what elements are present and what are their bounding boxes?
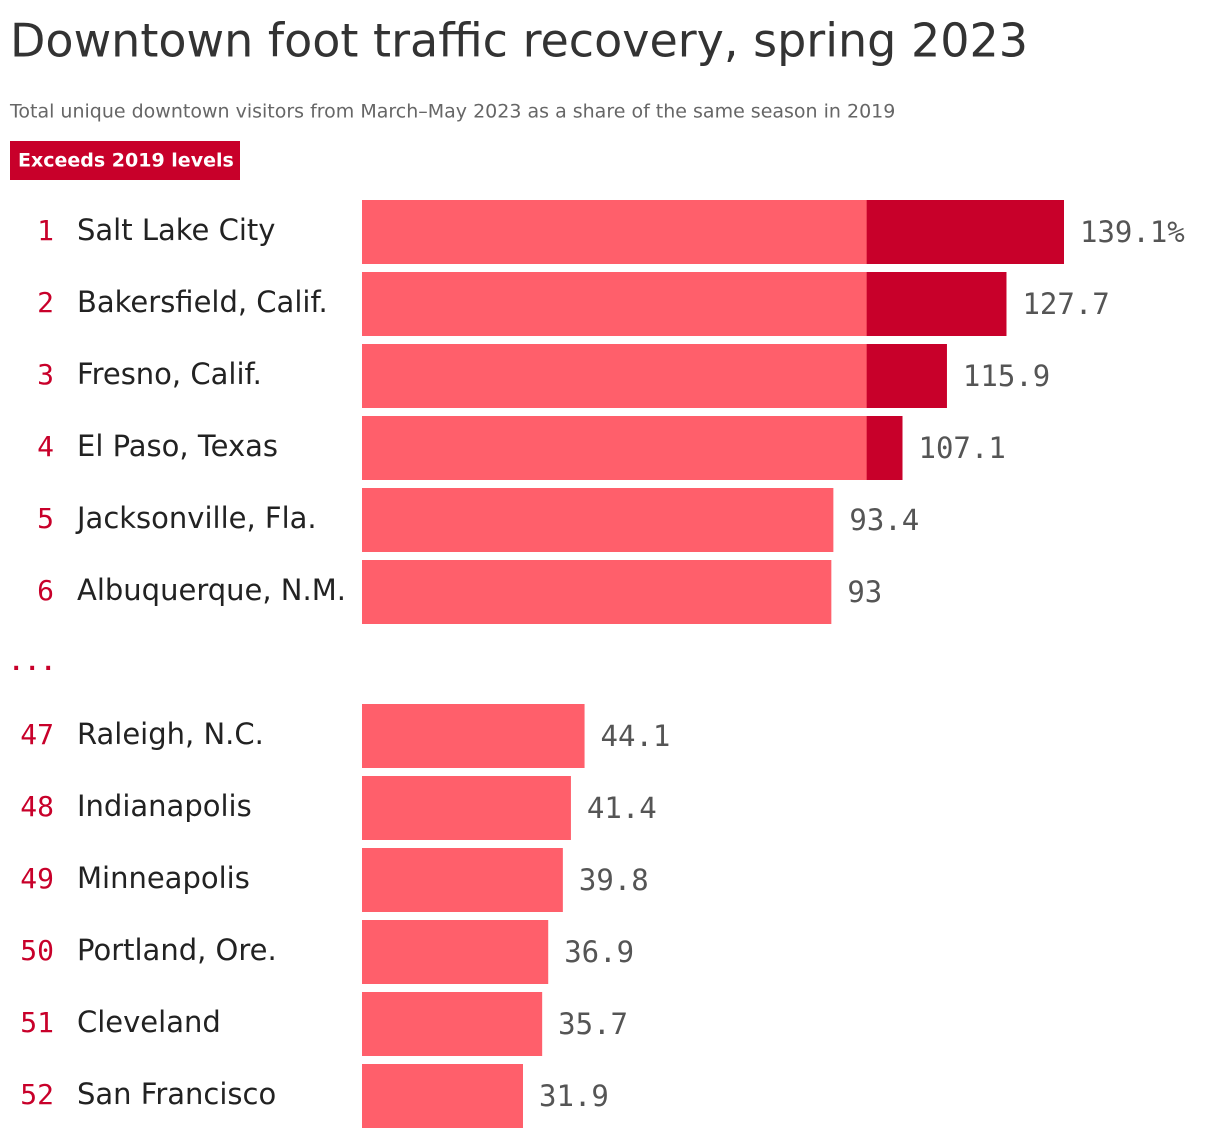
category-label: Jacksonville, Fla. bbox=[75, 501, 317, 535]
rank-label: 6 bbox=[37, 574, 54, 607]
category-label: El Paso, Texas bbox=[77, 429, 278, 463]
bar bbox=[362, 848, 563, 912]
value-label: 31.9 bbox=[539, 1079, 609, 1113]
chart-subtitle: Total unique downtown visitors from Marc… bbox=[9, 101, 895, 123]
bar bbox=[362, 416, 903, 480]
value-label: 41.4 bbox=[587, 791, 657, 825]
bar bbox=[362, 560, 832, 624]
category-label: Cleveland bbox=[77, 1005, 221, 1039]
category-label: Fresno, Calif. bbox=[77, 357, 262, 391]
rank-label: 3 bbox=[37, 358, 54, 391]
value-label: 93.4 bbox=[849, 503, 919, 537]
gap-marker: . . . bbox=[12, 651, 52, 676]
legend-swatch bbox=[10, 141, 240, 180]
value-label: 115.9 bbox=[963, 359, 1050, 393]
category-label: Salt Lake City bbox=[77, 213, 275, 247]
value-label: 139.1% bbox=[1080, 215, 1185, 249]
rank-label: 47 bbox=[20, 718, 54, 751]
excess-segment bbox=[866, 200, 1064, 264]
category-label: Albuquerque, N.M. bbox=[77, 573, 346, 607]
chart-title: Downtown foot traffic recovery, spring 2… bbox=[10, 14, 1028, 68]
category-label: San Francisco bbox=[77, 1077, 276, 1111]
value-label: 93 bbox=[847, 575, 882, 609]
bar bbox=[362, 704, 585, 768]
value-label: 35.7 bbox=[558, 1007, 628, 1041]
legend-label: Exceeds 2019 levels bbox=[18, 150, 234, 172]
excess-segment bbox=[866, 416, 903, 480]
value-label: 44.1 bbox=[601, 719, 671, 753]
excess-segment bbox=[866, 344, 947, 408]
category-label: Raleigh, N.C. bbox=[77, 717, 264, 751]
bar bbox=[362, 992, 543, 1056]
category-label: Indianapolis bbox=[77, 789, 252, 823]
bar bbox=[362, 1064, 523, 1128]
rank-label: 51 bbox=[20, 1006, 54, 1039]
bar bbox=[362, 488, 834, 552]
rank-label: 48 bbox=[20, 790, 54, 823]
rank-label: 49 bbox=[20, 862, 54, 895]
value-label: 36.9 bbox=[564, 935, 634, 969]
category-label: Portland, Ore. bbox=[77, 933, 277, 967]
value-label: 107.1 bbox=[919, 431, 1006, 465]
rank-label: 5 bbox=[37, 502, 54, 535]
excess-segment bbox=[866, 272, 1007, 336]
category-label: Minneapolis bbox=[77, 861, 250, 895]
rank-label: 1 bbox=[37, 214, 54, 247]
rank-label: 50 bbox=[20, 934, 54, 967]
category-label: Bakersfield, Calif. bbox=[77, 285, 328, 319]
rank-label: 2 bbox=[37, 286, 54, 319]
rank-label: 52 bbox=[20, 1078, 54, 1111]
rank-label: 4 bbox=[37, 430, 54, 463]
bar bbox=[362, 920, 549, 984]
value-label: 39.8 bbox=[579, 863, 649, 897]
bar bbox=[362, 776, 571, 840]
value-label: 127.7 bbox=[1022, 287, 1109, 321]
bar bbox=[362, 344, 947, 408]
